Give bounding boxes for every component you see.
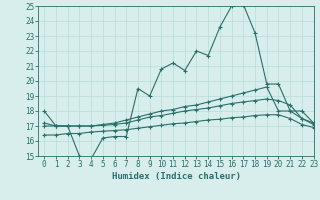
X-axis label: Humidex (Indice chaleur): Humidex (Indice chaleur)	[111, 172, 241, 181]
